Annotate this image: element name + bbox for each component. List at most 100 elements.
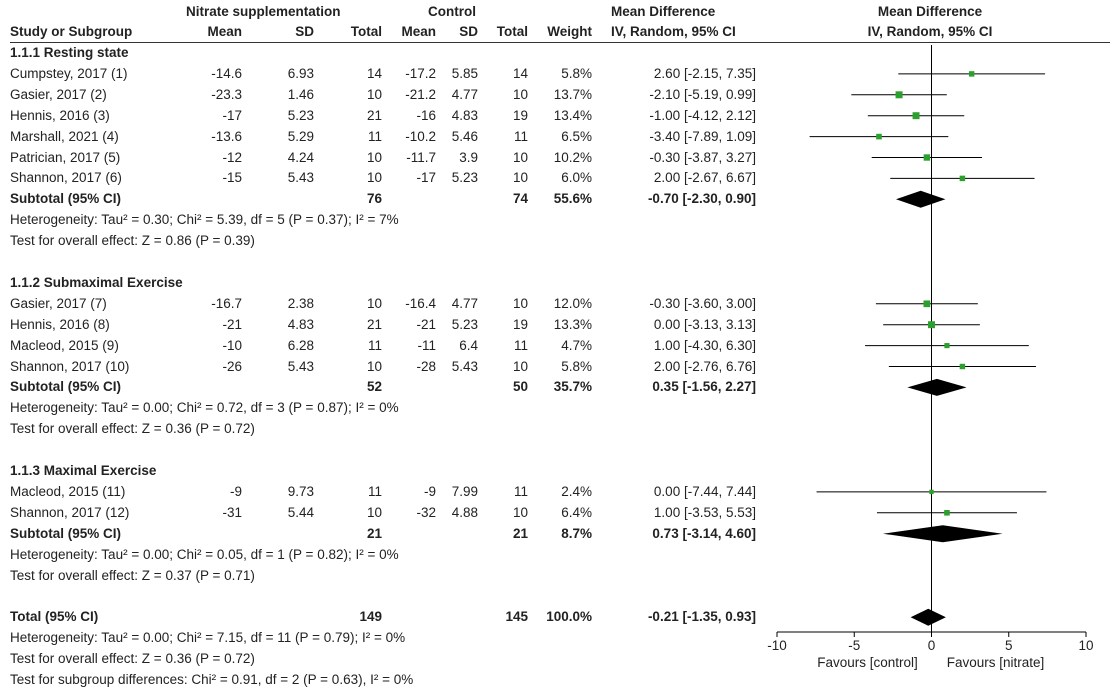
study-exp-mean: -10 <box>222 337 242 353</box>
study-md-ci: 1.00 [-4.30, 6.30] <box>653 337 756 353</box>
header-e-mean: Mean <box>207 24 242 39</box>
study-weight: 2.4% <box>561 483 592 499</box>
subtotal-weight: 8.7% <box>561 525 592 541</box>
study-ctrl-sd: 4.88 <box>451 504 478 520</box>
subtotal-weight: 55.6% <box>553 191 592 207</box>
study-md-ci: 0.00 [-7.44, 7.44] <box>653 483 756 499</box>
study-weight: 5.8% <box>561 65 592 81</box>
study-ctrl-mean: -16 <box>416 107 436 123</box>
pooled-diamond <box>882 525 1003 543</box>
study-study-name: Gasier, 2017 (2) <box>10 86 107 102</box>
study-exp-mean: -12 <box>222 149 242 165</box>
header-group-nitrate: Nitrate supplementation <box>186 4 341 19</box>
x-tick-label: -5 <box>848 638 860 653</box>
study-ctrl-total: 10 <box>512 170 528 186</box>
subtotal-study-name: Subtotal (95% CI) <box>10 191 122 207</box>
subgroup-heading: 1.1.1 Resting state <box>10 45 129 60</box>
stats-note: Heterogeneity: Tau² = 0.00; Chi² = 0.72,… <box>10 400 399 416</box>
point-estimate <box>929 489 934 495</box>
point-estimate <box>928 321 935 329</box>
study-exp-total: 14 <box>366 65 382 81</box>
study-ctrl-mean: -28 <box>416 358 436 374</box>
total-exp-total: 149 <box>359 609 382 625</box>
x-tick-label: -10 <box>767 638 787 653</box>
study-ctrl-sd: 7.99 <box>451 483 478 499</box>
study-ctrl-sd: 4.77 <box>451 86 478 102</box>
study-ctrl-total: 11 <box>513 128 528 144</box>
study-ctrl-mean: -32 <box>416 504 436 520</box>
subtotal-md-ci: 0.35 [-1.56, 2.27] <box>652 379 756 395</box>
study-ctrl-sd: 3.9 <box>459 149 478 165</box>
study-exp-mean: -31 <box>222 504 242 520</box>
study-md-ci: -2.10 [-5.19, 0.99] <box>649 86 756 102</box>
point-estimate <box>923 154 931 161</box>
study-ctrl-total: 11 <box>513 337 528 353</box>
study-study-name: Macleod, 2015 (9) <box>10 337 119 353</box>
study-ctrl-total: 10 <box>512 86 528 102</box>
study-weight: 13.4% <box>553 107 592 123</box>
subgroup-heading: 1.1.3 Maximal Exercise <box>10 463 157 478</box>
study-ctrl-total: 11 <box>513 483 528 499</box>
subtotal-ctrl-total: 21 <box>512 525 528 541</box>
study-exp-mean: -14.6 <box>211 65 242 81</box>
study-exp-sd: 6.93 <box>287 65 314 81</box>
subtotal-ctrl-total: 50 <box>512 379 528 395</box>
study-study-name: Hennis, 2016 (3) <box>10 107 110 123</box>
study-study-name: Hennis, 2016 (8) <box>10 316 110 332</box>
study-weight: 13.3% <box>553 316 592 332</box>
study-study-name: Shannon, 2017 (12) <box>10 504 130 520</box>
x-tick-label: 0 <box>928 638 936 653</box>
stats-note: Heterogeneity: Tau² = 0.00; Chi² = 0.05,… <box>10 546 399 562</box>
point-estimate <box>944 510 950 516</box>
subtotal-ctrl-total: 74 <box>512 191 528 207</box>
study-exp-sd: 5.43 <box>287 170 314 186</box>
study-md-ci: 1.00 [-3.53, 5.53] <box>653 504 756 520</box>
study-exp-sd: 4.83 <box>287 316 314 332</box>
study-exp-mean: -9 <box>229 483 242 499</box>
subtotal-md-ci: -0.70 [-2.30, 0.90] <box>647 191 756 207</box>
study-exp-total: 10 <box>366 358 382 374</box>
favours-nitrate-label: Favours [nitrate] <box>946 655 1045 670</box>
study-ctrl-mean: -17.2 <box>405 65 436 81</box>
point-estimate <box>959 363 966 370</box>
study-study-name: Cumpstey, 2017 (1) <box>10 65 128 81</box>
study-exp-total: 11 <box>367 128 382 144</box>
study-exp-mean: -16.7 <box>211 295 242 311</box>
header-group-control: Control <box>428 4 476 19</box>
study-exp-total: 11 <box>367 483 382 499</box>
study-md-ci: 2.60 [-2.15, 7.35] <box>653 65 756 81</box>
study-study-name: Marshall, 2021 (4) <box>10 128 119 144</box>
header-weight: Weight <box>547 24 592 39</box>
study-weight: 10.2% <box>553 149 592 165</box>
study-ctrl-mean: -9 <box>423 483 436 499</box>
study-ctrl-total: 10 <box>512 149 528 165</box>
x-tick-label: 5 <box>1005 638 1013 653</box>
study-exp-sd: 5.23 <box>287 107 314 123</box>
stats-note: Test for subgroup differences: Chi² = 0.… <box>10 672 414 687</box>
subtotal-study-name: Subtotal (95% CI) <box>10 525 122 541</box>
study-study-name: Shannon, 2017 (10) <box>10 358 130 374</box>
x-tick-label: 10 <box>1078 638 1093 653</box>
study-md-ci: -1.00 [-4.12, 2.12] <box>649 107 756 123</box>
study-ctrl-sd: 5.85 <box>451 65 478 81</box>
study-exp-mean: -26 <box>222 358 242 374</box>
study-weight: 4.7% <box>561 337 592 353</box>
pooled-diamond <box>895 190 946 208</box>
study-exp-sd: 5.43 <box>287 358 314 374</box>
study-study-name: Gasier, 2017 (7) <box>10 295 107 311</box>
header-e-sd: SD <box>295 24 314 39</box>
study-md-ci: -3.40 [-7.89, 1.09] <box>649 128 756 144</box>
study-exp-mean: -21 <box>222 316 242 332</box>
header-e-total: Total <box>350 24 382 39</box>
study-study-name: Shannon, 2017 (6) <box>10 170 122 186</box>
subtotal-exp-total: 21 <box>366 525 382 541</box>
study-ctrl-total: 19 <box>512 316 528 332</box>
header-c-sd: SD <box>459 24 478 39</box>
header-rule <box>10 42 1110 43</box>
point-estimate <box>968 71 975 77</box>
study-ctrl-total: 14 <box>512 65 528 81</box>
study-exp-sd: 5.29 <box>287 128 314 144</box>
header-md-method-left: IV, Random, 95% CI <box>611 24 736 39</box>
study-study-name: Patrician, 2017 (5) <box>10 149 121 165</box>
